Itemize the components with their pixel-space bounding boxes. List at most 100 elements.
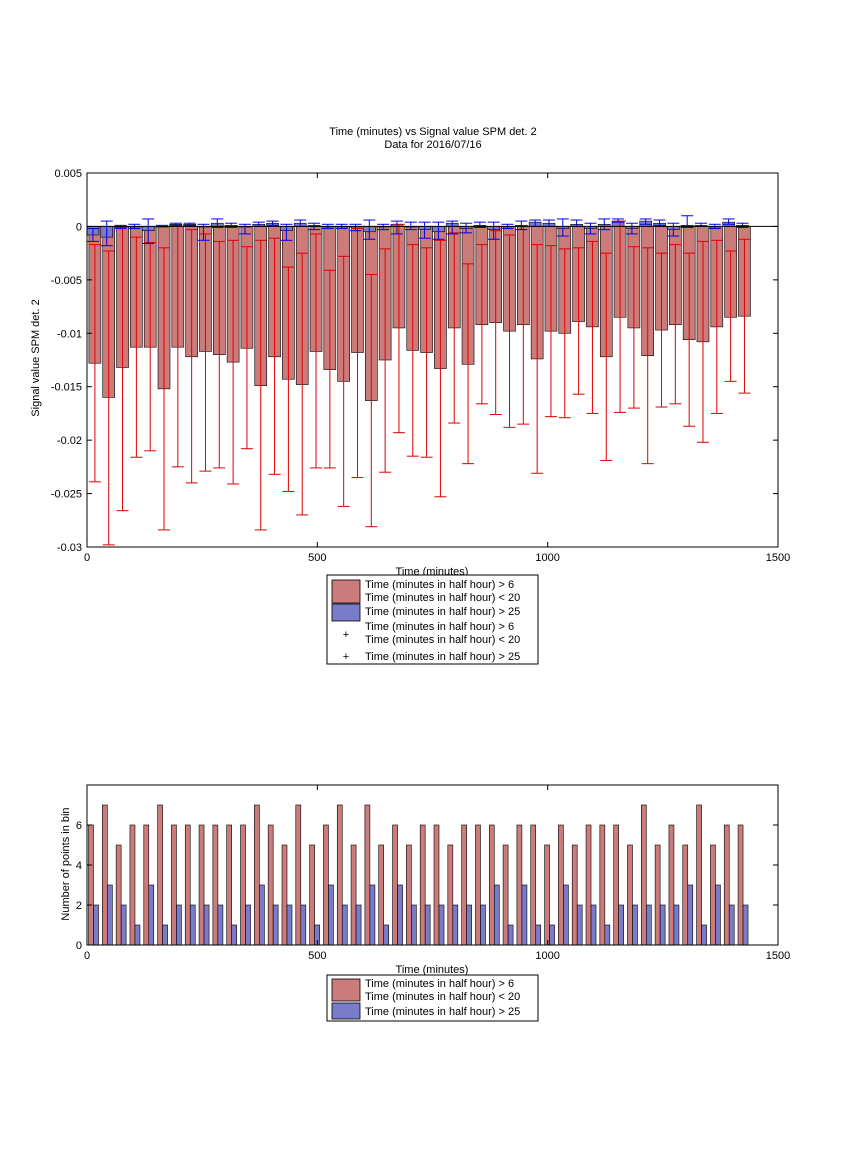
legend-label-blue-bar: Time (minutes in half hour) > 25 [365, 1006, 520, 1018]
count-blue-bar [383, 924, 390, 946]
count-red-bar [654, 844, 661, 946]
count-red-bar [295, 804, 302, 946]
count-red-bar [226, 824, 232, 946]
legend-label-red-errorbar-line1: Time (minutes in half hour) > 6 [365, 621, 514, 633]
count-red-bar [240, 824, 246, 946]
count-blue-bar [397, 884, 403, 946]
count-red-bar [585, 824, 592, 946]
count-red-bar [143, 824, 150, 946]
count-blue-bar [369, 884, 376, 946]
count-blue-bar [272, 904, 279, 946]
count-blue-bar [93, 904, 99, 946]
count-blue-bar [466, 904, 472, 946]
count-blue-bar [231, 924, 237, 946]
signal-x-tick-label: 500 [308, 552, 326, 564]
count-red-bar [281, 844, 288, 946]
count-blue-bar [355, 904, 362, 946]
count-red-bar [267, 824, 274, 946]
signal-y-tick-label: 0 [76, 221, 82, 233]
count-blue-bar [245, 904, 251, 946]
count-red-bar [627, 844, 633, 946]
count-y-tick-label: 2 [76, 900, 82, 912]
count-blue-bar [493, 884, 500, 946]
count-x-tick-label: 1500 [766, 950, 790, 962]
count-red-bar [254, 804, 260, 946]
count-y-tick-label: 4 [76, 860, 82, 872]
count-blue-bar [341, 904, 348, 946]
count-red-bar [419, 824, 426, 946]
legend-label-red-bar-line1: Time (minutes in half hour) > 6 [365, 978, 514, 990]
count-blue-bar [659, 904, 666, 946]
count-red-bar [364, 804, 371, 946]
count-red-bar [530, 824, 537, 946]
count-blue-bar [438, 904, 445, 946]
signal-y-tick-label: -0.01 [57, 328, 82, 340]
count-blue-bar [120, 904, 127, 946]
count-red-bar [115, 844, 122, 946]
count-red-bar [613, 824, 619, 946]
count-red-bar [198, 824, 205, 946]
count-red-bar [640, 804, 647, 946]
legend-marker-red-plus: + [343, 629, 349, 641]
count-red-bar [309, 844, 315, 946]
count-blue-bar [590, 904, 597, 946]
signal-x-tick-label: 0 [84, 552, 90, 564]
legend-label-red-bar-line2: Time (minutes in half hour) < 20 [365, 991, 520, 1003]
count-red-bar [157, 804, 163, 946]
count-y-axis-label: Number of points in bin [60, 807, 72, 920]
count-blue-bar [107, 884, 113, 946]
count-red-bar [378, 844, 385, 946]
signal-axes: 0 500 1000 1500 -0.03 -0.025 -0.02 -0.015 -0.01 -… [51, 168, 790, 564]
signal-y-tick-label: -0.03 [57, 542, 82, 554]
count-red-bar [682, 844, 689, 946]
count-blue-bar [604, 924, 611, 946]
count-red-bar [392, 824, 398, 946]
legend-label-red-errorbar-line2: Time (minutes in half hour) < 20 [365, 634, 520, 646]
count-blue-bar [507, 924, 514, 946]
signal-chart: Time (minutes) vs Signal value SPM det. … [30, 126, 790, 665]
count-blue-bar [203, 904, 210, 946]
legend-swatch-red-bar [331, 978, 361, 1002]
count-blue-bar [480, 904, 486, 946]
count-red-bar [558, 824, 564, 946]
count-y-tick-label: 0 [76, 940, 82, 952]
signal-y-tick-label: -0.025 [51, 489, 82, 501]
count-blue-bar [162, 924, 168, 946]
count-blue-bar [645, 904, 652, 946]
count-x-tick-label: 0 [84, 950, 90, 962]
legend-label-blue-bar: Time (minutes in half hour) > 25 [365, 606, 520, 618]
count-legend: Time (minutes in half hour) > 6 Time (mi… [326, 974, 539, 1022]
count-red-bar [102, 804, 108, 946]
count-blue-bar [521, 884, 528, 946]
count-red-bar [184, 824, 191, 946]
count-red-bar [447, 844, 454, 946]
signal-legend-box [326, 574, 539, 665]
count-red-bar [475, 824, 481, 946]
signal-y-tick-label: -0.02 [57, 435, 82, 447]
signal-axes-box [86, 172, 779, 548]
count-red-bar [336, 804, 343, 946]
legend-label-red-bar-line2: Time (minutes in half hour) < 20 [365, 592, 520, 604]
count-blue-bar [259, 884, 265, 946]
count-red-bar [323, 824, 329, 946]
count-red-bar [737, 824, 744, 946]
count-red-bar [461, 824, 467, 946]
count-blue-bar [328, 884, 334, 946]
legend-swatch-blue-bar [331, 1002, 361, 1020]
count-blue-bar [549, 924, 555, 946]
signal-x-tick-label: 1000 [535, 552, 559, 564]
count-blue-bar [424, 904, 431, 946]
count-red-bar [212, 824, 219, 946]
signal-y-tick-label: -0.015 [51, 382, 82, 394]
count-chart: 0 500 1000 1500 0 2 4 6 Time (minutes) Number o… [60, 784, 790, 1022]
count-blue-bar [632, 904, 638, 946]
count-red-bar [406, 844, 412, 946]
signal-y-tick-label: 0.005 [54, 168, 82, 180]
legend-swatch-blue-bar [331, 603, 361, 622]
count-red-bar [488, 824, 495, 946]
count-x-axis-label: Time (minutes) [396, 964, 469, 976]
count-blue-bar [452, 904, 459, 946]
count-red-bar [571, 844, 578, 946]
count-red-bar [433, 824, 440, 946]
